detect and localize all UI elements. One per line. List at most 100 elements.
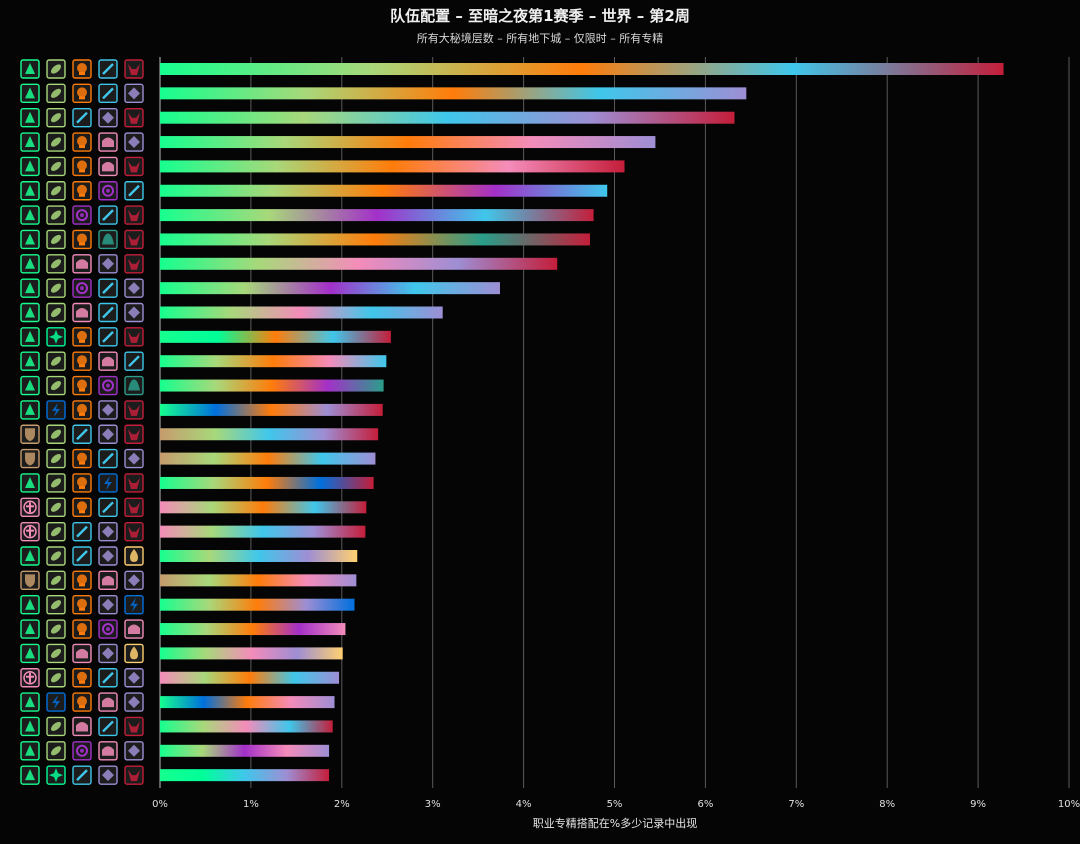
rune-icon [124,692,144,712]
fire-icon [20,254,40,274]
fire-icon [20,302,40,323]
x-tick-label: 6% [697,799,713,810]
composition-row [20,229,144,250]
leaf-icon [46,254,66,274]
bar [160,306,443,319]
bar [160,184,608,197]
blade-icon [98,327,118,347]
leaf-icon [46,716,66,737]
leaf-icon [46,156,66,177]
rune-icon [98,254,118,274]
demon-icon [124,400,144,420]
composition-row [20,278,144,298]
rune-icon [98,424,118,444]
bar [160,501,367,514]
rune-icon [124,570,144,591]
bar [160,282,500,295]
composition-row [20,205,144,225]
skull-icon [72,83,92,104]
x-tick-label: 0% [152,799,168,810]
leaf-icon [46,521,66,542]
demon-icon [124,254,144,274]
skull-icon [72,327,92,347]
fire-icon [20,400,40,420]
blade-icon [124,351,144,371]
composition-row [20,668,144,688]
composition-row [20,546,144,566]
rune-icon [124,741,144,761]
blade-icon [72,424,92,444]
demon-icon [124,765,144,785]
rune-icon [124,83,144,104]
x-tick-label: 4% [516,799,532,810]
holy-icon [20,497,40,517]
fire-icon [20,59,40,79]
shield-icon [20,448,40,469]
blade-icon [98,668,118,688]
beast-icon [124,375,144,396]
rune-icon [124,668,144,688]
bar [160,379,384,392]
leaf-icon [46,643,66,664]
rune-icon [124,448,144,469]
bar [160,671,340,684]
helm-icon [72,643,92,664]
void-icon [98,181,118,201]
composition-row [20,643,144,664]
demon-icon [124,473,144,493]
x-tick-label: 3% [425,799,441,810]
leaf-icon [46,278,66,298]
rune-icon [98,765,118,785]
helm-icon [72,302,92,323]
leaf-icon [46,229,66,250]
shield-icon [20,424,40,444]
demon-icon [124,327,144,347]
fire-icon [20,181,40,201]
composition-row [20,375,144,396]
fire-icon [20,692,40,712]
composition-row [20,351,144,371]
rune-icon [98,521,118,542]
composition-row [20,716,144,737]
bar [160,403,383,416]
leaf-icon [46,424,66,444]
bar [160,257,558,270]
demon-icon [124,107,144,128]
shield-icon [20,570,40,591]
void-icon [98,375,118,396]
x-tick-label: 5% [607,799,623,810]
fire-icon [20,205,40,225]
bar [160,744,330,757]
blade-icon [98,59,118,79]
bar [160,136,656,149]
fire-icon [20,619,40,639]
blade-icon [98,278,118,298]
leaf-icon [46,448,66,469]
helm-icon [98,692,118,712]
fire-icon [20,765,40,785]
blade-icon [72,521,92,542]
leaf-icon [46,132,66,152]
blade-icon [98,448,118,469]
composition-row [20,181,144,201]
bar [160,647,343,660]
composition-row [20,156,144,177]
leaf-icon [46,741,66,761]
holy-icon [20,521,40,542]
fire-icon [20,229,40,250]
rune-icon [124,132,144,152]
composition-row [20,741,144,761]
composition-row [20,570,144,591]
blade-icon [72,765,92,785]
bar [160,428,379,441]
helm-icon [98,351,118,371]
bar [160,623,346,636]
chart-subtitle: 所有大秘境层数 – 所有地下城 – 仅限时 – 所有专精 [416,32,664,45]
composition-row [20,132,144,152]
x-tick-label: 7% [788,799,804,810]
composition-row [20,497,144,517]
demon-icon [124,156,144,177]
leaf-icon [46,302,66,323]
skull-icon [72,59,92,79]
